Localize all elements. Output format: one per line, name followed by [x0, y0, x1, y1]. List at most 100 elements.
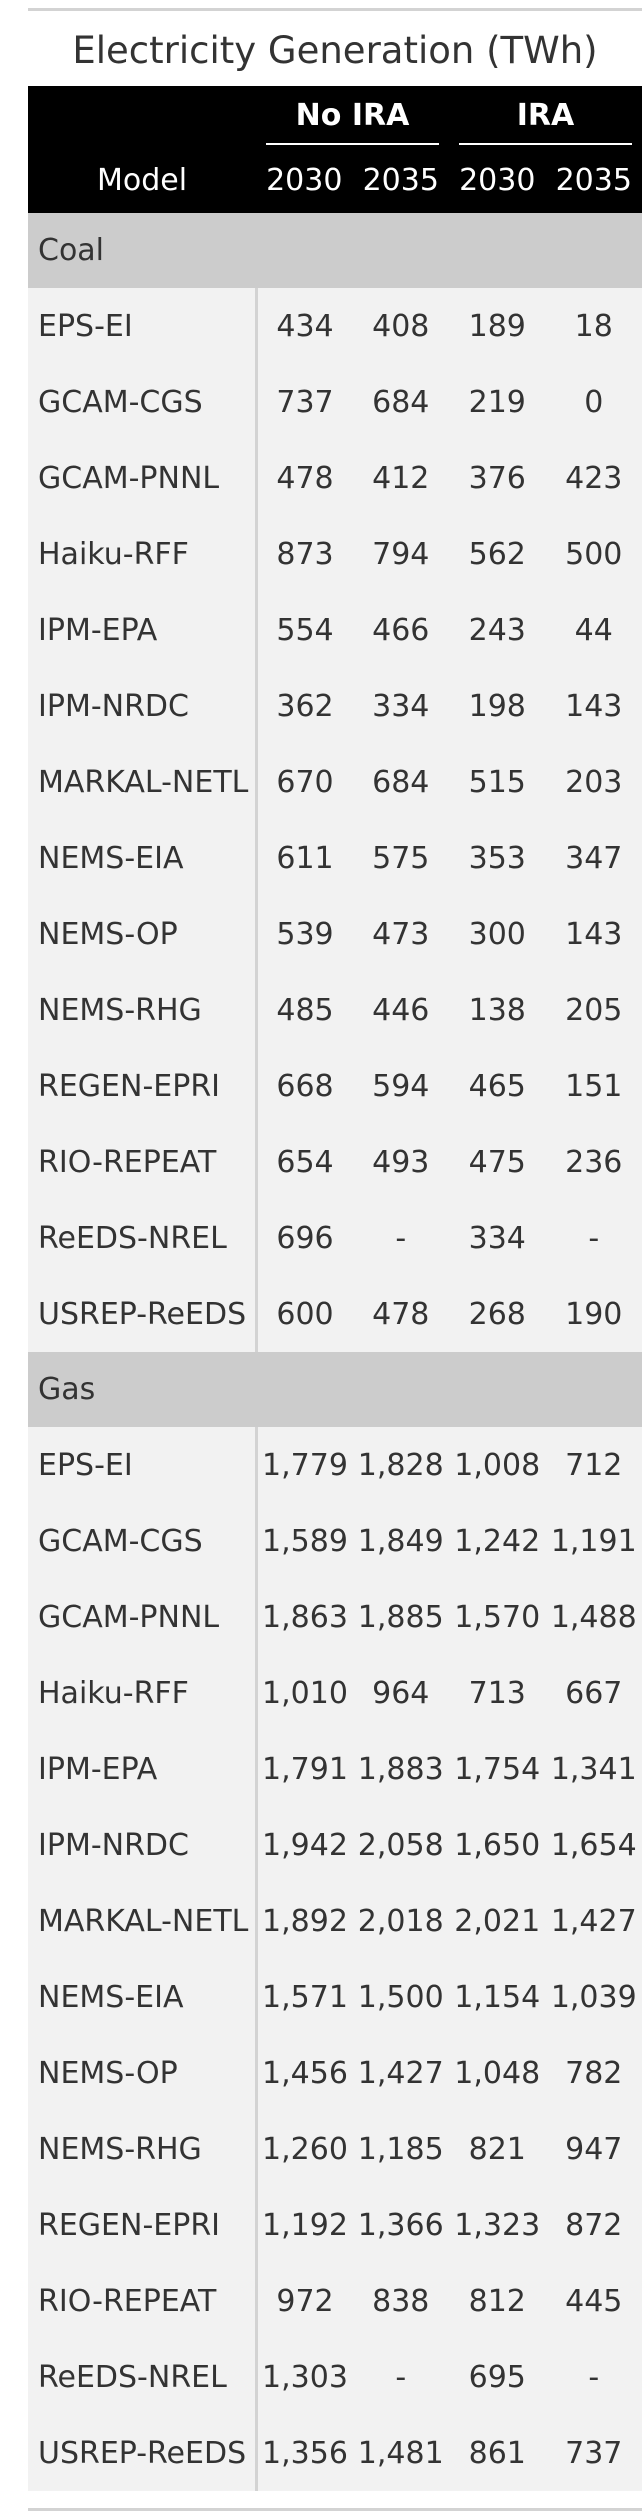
value-cell: 695 [449, 2339, 546, 2415]
model-cell: REGEN-EPRI [28, 1048, 258, 1124]
value-cell: 1,488 [545, 1579, 642, 1655]
value-cell: 190 [545, 1276, 642, 1352]
value-cell: 1,589 [256, 1503, 353, 1579]
model-cell: GCAM-PNNL [28, 440, 258, 516]
top-rule [28, 8, 642, 11]
value-cell: 1,191 [545, 1503, 642, 1579]
model-cell: GCAM-PNNL [28, 1579, 258, 1655]
value-cell: 713 [449, 1655, 546, 1731]
value-cell: 670 [256, 744, 353, 820]
spanner-label-ira: IRA [459, 88, 633, 145]
table-row: NEMS-RHG 1,260 1,185 821 947 [28, 2111, 642, 2187]
table-row: NEMS-EIA 611 575 353 347 [28, 820, 642, 896]
column-header-ira-2030: 2030 [449, 147, 546, 213]
model-cell: GCAM-CGS [28, 1503, 258, 1579]
table-row: NEMS-OP 539 473 300 143 [28, 896, 642, 972]
model-cell: RIO-REPEAT [28, 1124, 258, 1200]
table-row: IPM-EPA 1,791 1,883 1,754 1,341 [28, 1731, 642, 1807]
value-cell: 334 [352, 668, 449, 744]
value-cell: 143 [545, 668, 642, 744]
value-cell: 138 [449, 972, 546, 1048]
value-cell: 1,779 [256, 1427, 353, 1503]
model-cell: NEMS-RHG [28, 2111, 258, 2187]
value-cell: - [352, 2339, 449, 2415]
value-cell: 475 [449, 1124, 546, 1200]
value-cell: 562 [449, 516, 546, 592]
table-body: Coal EPS-EI 434 408 189 18 GCAM-CGS 737 684 219 0 G… [28, 213, 642, 2491]
value-cell: 412 [352, 440, 449, 516]
value-cell: 838 [352, 2263, 449, 2339]
value-cell: 812 [449, 2263, 546, 2339]
value-cell: 1,260 [256, 2111, 353, 2187]
value-cell: 684 [352, 744, 449, 820]
value-cell: 2,021 [449, 1883, 546, 1959]
value-cell: 1,341 [545, 1731, 642, 1807]
value-cell: 1,366 [352, 2187, 449, 2263]
value-cell: 151 [545, 1048, 642, 1124]
model-cell: IPM-EPA [28, 1731, 258, 1807]
value-cell: 554 [256, 592, 353, 668]
value-cell: 1,942 [256, 1807, 353, 1883]
group-label: Gas [28, 1352, 642, 1427]
value-cell: 478 [352, 1276, 449, 1352]
value-cell: 243 [449, 592, 546, 668]
value-cell: 376 [449, 440, 546, 516]
value-cell: 821 [449, 2111, 546, 2187]
value-cell: 1,192 [256, 2187, 353, 2263]
value-cell: 203 [545, 744, 642, 820]
column-header-row: Model 2030 2035 2030 2035 [28, 147, 642, 213]
value-cell: 143 [545, 896, 642, 972]
table-row: REGEN-EPRI 1,192 1,366 1,323 872 [28, 2187, 642, 2263]
group-label: Coal [28, 213, 642, 288]
table-row: USREP-ReEDS 600 478 268 190 [28, 1276, 642, 1352]
value-cell: 611 [256, 820, 353, 896]
model-cell: GCAM-CGS [28, 364, 258, 440]
value-cell: 1,885 [352, 1579, 449, 1655]
model-cell: USREP-ReEDS [28, 1276, 258, 1352]
value-cell: 347 [545, 820, 642, 896]
value-cell: 334 [449, 1200, 546, 1276]
value-cell: 362 [256, 668, 353, 744]
value-cell: 1,356 [256, 2415, 353, 2491]
table-row: NEMS-OP 1,456 1,427 1,048 782 [28, 2035, 642, 2111]
model-cell: USREP-ReEDS [28, 2415, 258, 2491]
table-row: EPS-EI 1,779 1,828 1,008 712 [28, 1427, 642, 1503]
value-cell: 445 [545, 2263, 642, 2339]
value-cell: 1,500 [352, 1959, 449, 2035]
value-cell: 2,018 [352, 1883, 449, 1959]
table-row: RIO-REPEAT 654 493 475 236 [28, 1124, 642, 1200]
spanner-row: No IRA IRA [28, 86, 642, 147]
value-cell: 654 [256, 1124, 353, 1200]
group-row: Gas [28, 1352, 642, 1427]
value-cell: 198 [449, 668, 546, 744]
table-row: ReEDS-NREL 696-334- [28, 1200, 642, 1276]
value-cell: 1,481 [352, 2415, 449, 2491]
column-header-no-ira-2035: 2035 [352, 147, 449, 213]
model-cell: IPM-NRDC [28, 668, 258, 744]
value-cell: 473 [352, 896, 449, 972]
value-cell: 1,570 [449, 1579, 546, 1655]
value-cell: 1,427 [545, 1883, 642, 1959]
value-cell: 1,754 [449, 1731, 546, 1807]
value-cell: 737 [545, 2415, 642, 2491]
value-cell: 1,303 [256, 2339, 353, 2415]
table-row: REGEN-EPRI 668 594 465 151 [28, 1048, 642, 1124]
value-cell: 1,654 [545, 1807, 642, 1883]
value-cell: 1,571 [256, 1959, 353, 2035]
value-cell: - [545, 1200, 642, 1276]
table-row: NEMS-RHG 485 446 138 205 [28, 972, 642, 1048]
value-cell: 1,849 [352, 1503, 449, 1579]
model-cell: MARKAL-NETL [28, 744, 258, 820]
model-cell: ReEDS-NREL [28, 1200, 258, 1276]
value-cell: 600 [256, 1276, 353, 1352]
table-row: MARKAL-NETL 670 684 515 203 [28, 744, 642, 820]
value-cell: 300 [449, 896, 546, 972]
value-cell: 947 [545, 2111, 642, 2187]
model-cell: NEMS-OP [28, 896, 258, 972]
column-header-no-ira-2030: 2030 [256, 147, 353, 213]
value-cell: 353 [449, 820, 546, 896]
value-cell: 1,008 [449, 1427, 546, 1503]
value-cell: 515 [449, 744, 546, 820]
value-cell: 434 [256, 288, 353, 364]
value-cell: 1,828 [352, 1427, 449, 1503]
